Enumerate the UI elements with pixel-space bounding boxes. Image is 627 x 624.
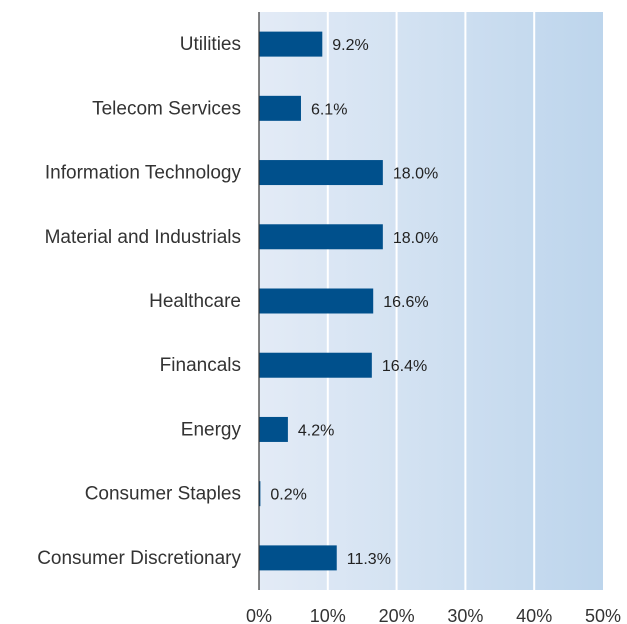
data-label: 4.2% [298, 422, 334, 439]
category-label: Information Technology [45, 163, 242, 184]
x-tick-labels: 0% 10% 20% 30% 40% 50% [246, 606, 621, 624]
category-label: Consumer Staples [85, 484, 241, 505]
x-tick-label: 10% [310, 606, 346, 624]
data-label: 18.0% [393, 230, 438, 247]
x-tick-label: 20% [379, 606, 415, 624]
data-label: 18.0% [393, 166, 438, 183]
value-labels: 9.2% 6.1% 18.0% 18.0% 16.6% 16.4% 4.2% 0.2% 11.3… [270, 37, 438, 568]
category-label: Energy [181, 419, 242, 440]
x-tick-label: 0% [246, 606, 272, 624]
bar [259, 481, 261, 507]
x-tick-label: 50% [585, 606, 621, 624]
bar [259, 224, 383, 250]
category-labels: Utilities Telecom Services Information Tec… [37, 34, 241, 569]
gridlines [326, 12, 536, 590]
bar [259, 160, 383, 186]
x-tick-label: 30% [447, 606, 483, 624]
category-label: Utilities [180, 34, 241, 55]
bar [259, 95, 301, 121]
x-tick-label: 40% [516, 606, 552, 624]
data-label: 11.3% [347, 551, 391, 568]
category-label: Material and Industrials [45, 227, 241, 248]
data-label: 16.6% [383, 294, 428, 311]
category-label: Consumer Discretionary [37, 548, 241, 569]
bars [259, 31, 383, 571]
category-label: Financals [160, 355, 241, 376]
bar [259, 352, 372, 378]
data-label: 6.1% [311, 101, 347, 118]
data-label: 0.2% [270, 487, 306, 504]
data-label: 16.4% [382, 358, 427, 375]
bar [259, 288, 374, 314]
category-label: Telecom Services [92, 98, 241, 119]
bar [259, 416, 288, 442]
bar [259, 31, 323, 57]
bar [259, 545, 337, 571]
data-label: 9.2% [332, 37, 368, 54]
category-label: Healthcare [149, 291, 241, 312]
